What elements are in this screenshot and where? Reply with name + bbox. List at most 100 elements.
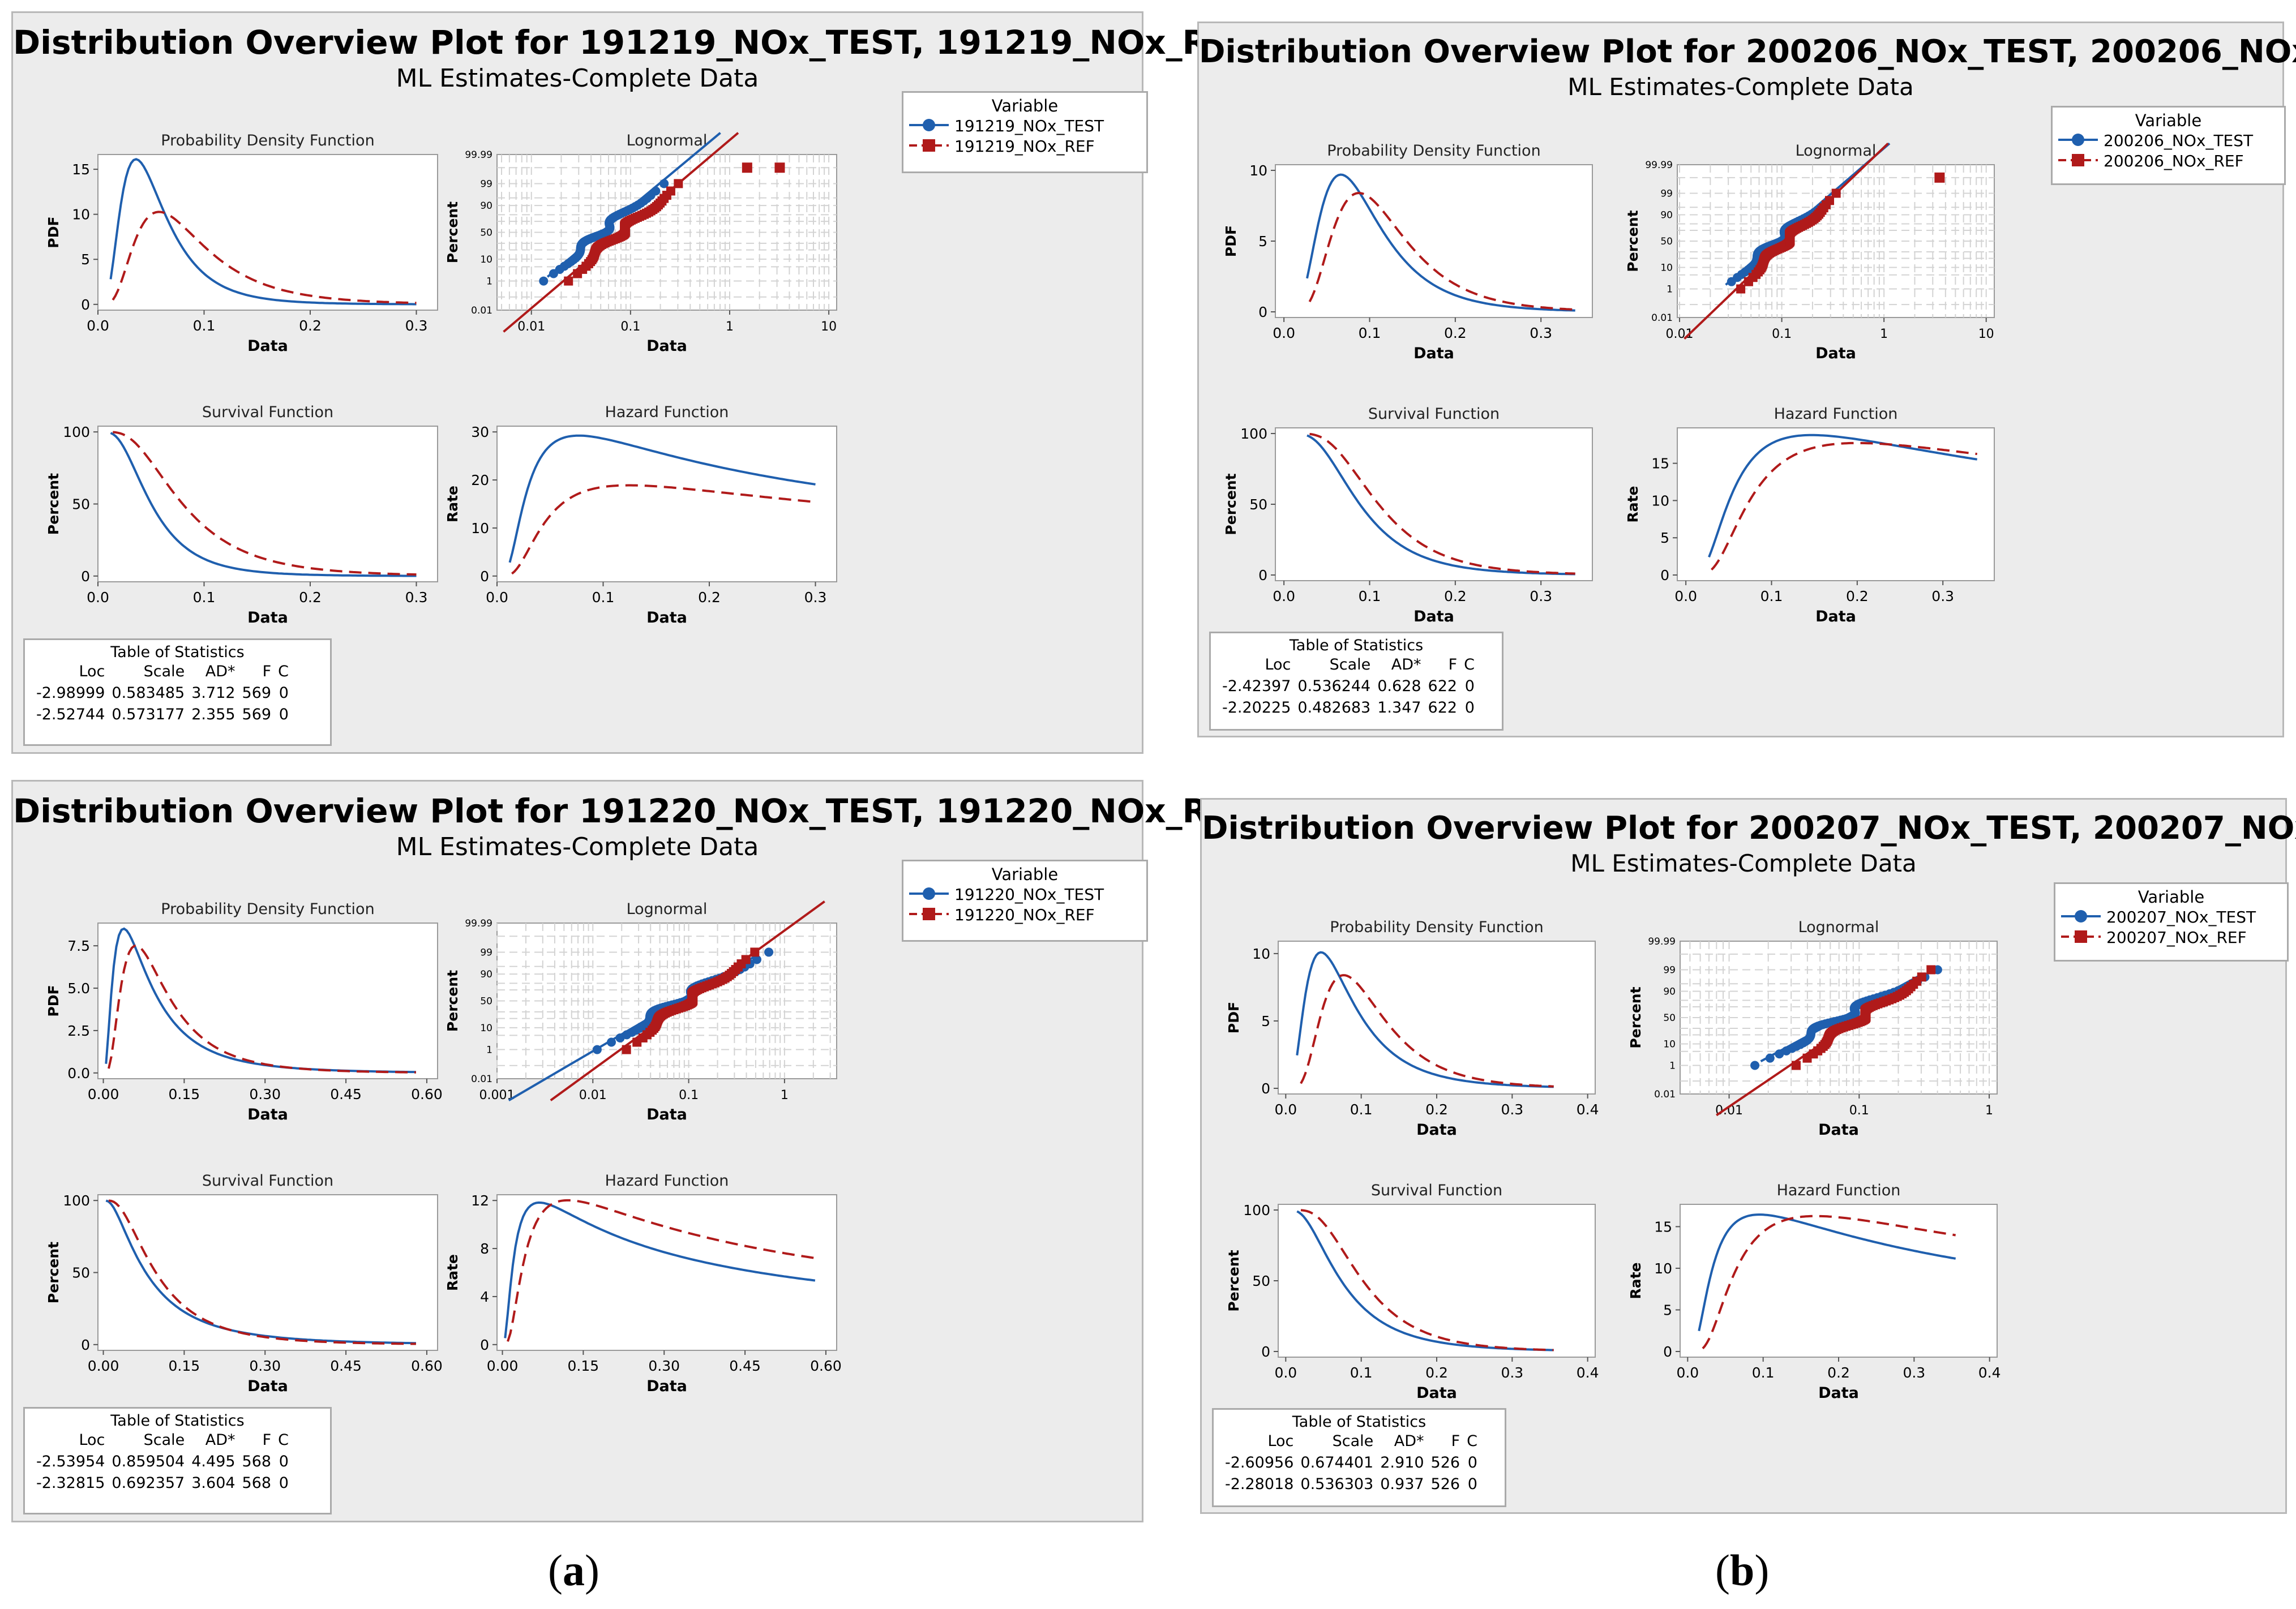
y-tick-label: 99.99 (465, 149, 492, 161)
subplot-title: Survival Function (1368, 405, 1500, 423)
data-point (592, 1045, 602, 1054)
x-axis-label: Data (1815, 608, 1856, 625)
stats-header-row: Loc Scale AD* F C (33, 1430, 292, 1451)
legend-marker-circle-icon (909, 119, 949, 131)
data-point (1831, 188, 1841, 198)
panel-191220: Distribution Overview Plot for 191220_NO… (11, 780, 1253, 1522)
x-tick-label: 0.3 (405, 589, 428, 606)
x-tick-label: 0.2 (299, 589, 322, 606)
series-line-ref (1300, 974, 1554, 1088)
x-tick-label: 0.60 (810, 1358, 842, 1374)
subplot-pdf: Probability Density Function Data PDF 0.0 2.… (45, 900, 443, 1123)
series-line-ref (112, 211, 417, 304)
subplot-lognormal: Lognormal Data Percent 0.01 1 10 50 90 99 99.99 0.… (1627, 919, 1998, 1139)
legend-item-ref: 191219_NOx_REF (903, 136, 1146, 156)
stats-title: Table of Statistics (1292, 1413, 1427, 1431)
data-point (607, 1037, 616, 1047)
subplot-title: Lognormal (627, 132, 708, 149)
stats-cell: 0 (1467, 1454, 1477, 1471)
caption-b: (b) (1715, 1546, 1770, 1595)
legend-label: 191220_NOx_TEST (954, 885, 1104, 904)
series-line-ref (1711, 441, 1977, 570)
x-tick-label: 10 (1978, 327, 1994, 341)
series-line-ref (108, 944, 416, 1074)
x-axis-label: Data (247, 1106, 288, 1123)
x-tick-label: 0.3 (804, 589, 827, 606)
stats-header-row: Loc Scale AD* F C (1219, 654, 1478, 676)
legend: Variable 191220_NOx_TEST 191220_NOx_REF (902, 860, 1148, 942)
stats-cell: 0.482683 (1297, 699, 1371, 716)
y-tick-label: 10 (471, 520, 489, 537)
x-tick-label: 0.1 (1350, 1101, 1373, 1118)
x-tick-label: 0.0 (1674, 588, 1697, 604)
data-point (1750, 1061, 1760, 1070)
legend-label: 200207_NOx_TEST (2106, 908, 2256, 926)
y-tick-label: 90 (480, 969, 492, 980)
y-tick-label: 10 (480, 1023, 492, 1034)
subplot-title: Probability Density Function (1330, 919, 1543, 936)
y-tick-label: 0.01 (1651, 312, 1673, 324)
x-tick-label: 0.30 (249, 1358, 281, 1374)
y-tick-label: 100 (63, 424, 90, 440)
x-tick-label: 0.00 (88, 1358, 119, 1374)
y-tick-label: 50 (1249, 496, 1267, 513)
series-line-test (1698, 1213, 1956, 1332)
x-tick-label: 0.1 (193, 589, 216, 606)
x-axis-label: Data (1818, 1121, 1859, 1139)
x-tick-label: 0.2 (1444, 325, 1467, 341)
subplot-survival: Survival Function Data Percent 0 50 100 0.0 0.1… (1226, 1182, 1599, 1402)
y-tick-label: 0.0 (67, 1065, 90, 1082)
stats-cell: -2.98999 (36, 684, 105, 702)
x-tick-label: 0.0 (1274, 1365, 1297, 1381)
subplot-hazard: Hazard Function Data Rate 0 10 20 30 0.0 0.1 0.2 0… (444, 404, 837, 627)
subplot-title: Survival Function (1371, 1182, 1502, 1199)
x-tick-label: 0.0 (87, 317, 109, 334)
stats-cell: 0.692357 (112, 1474, 185, 1492)
x-axis-label: Data (646, 609, 687, 627)
data-point (651, 186, 661, 196)
y-tick-label: 100 (1240, 426, 1267, 442)
y-axis-label: Percent (1625, 210, 1641, 272)
x-tick-label: 0.30 (249, 1086, 281, 1102)
gridlines (1680, 941, 1997, 1094)
x-tick-label: 0.4 (1978, 1365, 2001, 1381)
legend: Variable 200207_NOx_TEST 200207_NOx_REF (2054, 882, 2289, 962)
legend-header: Variable (991, 865, 1059, 884)
data-point (742, 162, 752, 173)
x-tick-label: 0.3 (1530, 588, 1552, 604)
x-tick-label: 1 (1985, 1104, 1993, 1118)
x-tick-label: 0.2 (1425, 1365, 1448, 1381)
y-tick-label: 10 (1654, 1260, 1672, 1277)
y-tick-label: 50 (1252, 1273, 1270, 1289)
panel-200207: Distribution Overview Plot for 200207_NO… (1200, 798, 2296, 1514)
x-axis-label: Data (1413, 345, 1454, 362)
y-tick-label: 0 (1660, 567, 1669, 583)
y-axis-label: Percent (1627, 986, 1644, 1048)
y-tick-label: 99.99 (1645, 160, 1673, 171)
subplot-frame (496, 1194, 837, 1351)
plot-area: Probability Density Function Data PDF 0.0 2.… (45, 900, 842, 1395)
legend-label: 191219_NOx_TEST (954, 117, 1104, 135)
stats-cell: 568 (242, 1453, 272, 1470)
legend-item-test: 200207_NOx_TEST (2055, 907, 2287, 927)
chart-subtitle: ML Estimates-Complete Data (1570, 849, 1917, 877)
legend-label: 200206_NOx_TEST (2104, 131, 2254, 150)
stats-cell: 0 (279, 1453, 289, 1470)
stats-cell: 4.495 (191, 1453, 235, 1470)
y-tick-label: 99 (1660, 188, 1673, 200)
y-tick-label: 50 (1663, 1012, 1676, 1024)
chart-title: Distribution Overview Plot for 191219_NO… (13, 23, 1253, 62)
data-point (752, 955, 762, 964)
y-tick-label: 15 (1651, 456, 1669, 472)
x-tick-label: 0.2 (698, 589, 721, 606)
subplot-hazard: Hazard Function Data Rate 0 4 8 12 0.00 0.15 0.30… (444, 1172, 842, 1395)
legend-marker-circle-icon (2058, 134, 2098, 146)
y-axis-label: Percent (45, 473, 62, 535)
x-tick-label: 0.3 (1501, 1101, 1523, 1118)
legend-item-test: 200206_NOx_TEST (2053, 130, 2284, 151)
x-axis-label: Data (646, 1378, 687, 1395)
y-axis-label: PDF (1226, 1002, 1242, 1033)
x-tick-label: 0.1 (1359, 325, 1381, 341)
series-line-ref (113, 431, 417, 576)
subplot-survival: Survival Function Data Percent 0 50 100 0.0 0.1… (1223, 405, 1593, 625)
